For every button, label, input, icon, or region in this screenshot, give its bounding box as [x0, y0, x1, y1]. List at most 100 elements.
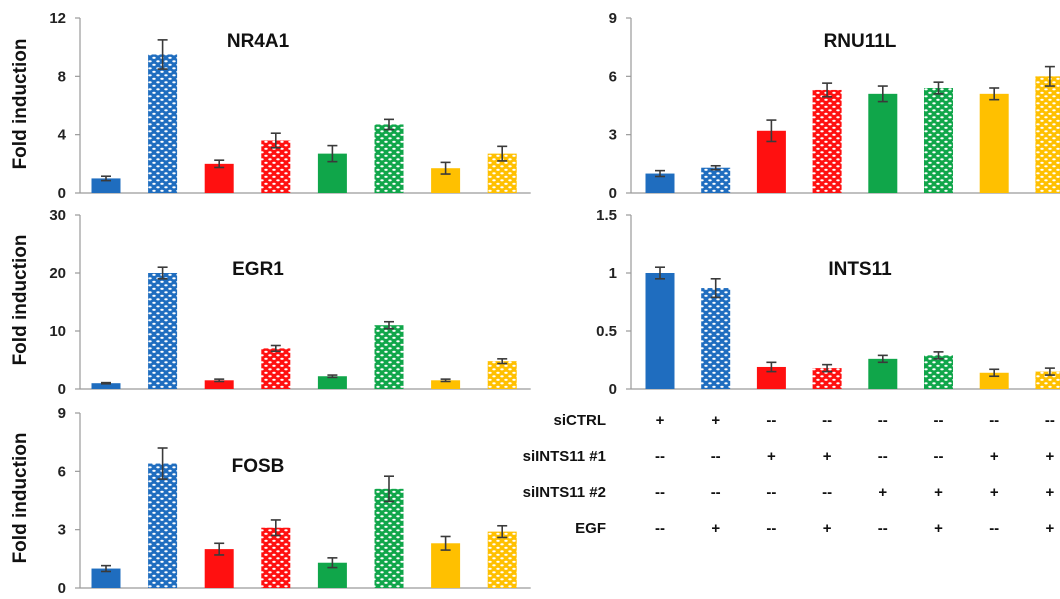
bar: [91, 568, 121, 588]
panel-fosb: 0 3 6 9 FOSB Fold induction: [10, 405, 531, 597]
condition-value: +: [823, 520, 832, 537]
bar: [148, 273, 178, 389]
bar: [487, 531, 517, 588]
panel-title: FOSB: [232, 456, 285, 477]
y-tick-label: 3: [58, 522, 66, 539]
panel-nr4a1: 0 4 8 12 NR4A1 Fold induction: [10, 10, 531, 202]
y-tick-label: 30: [49, 207, 66, 224]
y-tick-label: 0: [609, 185, 617, 202]
condition-value: --: [766, 520, 776, 537]
condition-value: +: [934, 520, 943, 537]
condition-value: +: [823, 448, 832, 465]
bar: [261, 527, 291, 588]
y-tick-label: 12: [49, 10, 66, 27]
panel-title: INTS11: [828, 259, 892, 280]
condition-value: +: [656, 412, 665, 429]
condition-table: siCTRL + + -- -- -- -- -- -- siINTS11 #1 -- -- + + -- -…: [523, 412, 1055, 537]
condition-value: --: [766, 412, 776, 429]
condition-label: siCTRL: [554, 412, 607, 429]
condition-value: --: [822, 484, 832, 501]
condition-label: EGF: [575, 520, 606, 537]
condition-value: --: [822, 412, 832, 429]
y-tick-label: 10: [49, 323, 66, 340]
condition-value: --: [766, 484, 776, 501]
y-tick-label: 3: [609, 127, 617, 144]
y-axis-label: Fold induction: [10, 433, 31, 564]
condition-value: --: [989, 520, 999, 537]
bar: [979, 372, 1009, 389]
bar: [645, 173, 675, 193]
condition-value: +: [1046, 448, 1055, 465]
condition-value: +: [990, 484, 999, 501]
bar: [701, 167, 731, 193]
condition-value: +: [767, 448, 776, 465]
condition-value: --: [655, 520, 665, 537]
condition-value: --: [934, 412, 944, 429]
condition-value: +: [711, 520, 720, 537]
condition-value: --: [878, 448, 888, 465]
y-tick-label: 0: [58, 185, 66, 202]
condition-value: --: [1045, 412, 1055, 429]
y-tick-label: 6: [609, 68, 617, 85]
y-tick-label: 20: [49, 265, 66, 282]
y-tick-label: 9: [609, 10, 617, 27]
bar: [431, 380, 461, 389]
condition-value: +: [878, 484, 887, 501]
y-tick-label: 0: [609, 381, 617, 398]
bar: [924, 355, 953, 389]
panel-title: EGR1: [232, 259, 284, 280]
bar: [261, 140, 291, 193]
bar: [812, 368, 842, 389]
y-tick-label: 6: [58, 463, 66, 480]
bar: [91, 383, 121, 389]
y-tick-label: 0.5: [596, 323, 617, 340]
bar: [374, 488, 404, 588]
y-tick-label: 8: [58, 68, 66, 85]
panel-egr1: 0 10 20 30 EGR1 Fold induction: [10, 207, 531, 398]
panel-ints11: 0 0.5 1 1.5 INTS11: [596, 207, 1060, 398]
condition-label: siINTS11 #1: [523, 448, 606, 465]
bar: [701, 288, 731, 389]
y-tick-label: 1: [609, 265, 617, 282]
bar: [374, 325, 404, 389]
bar: [148, 54, 178, 194]
condition-value: --: [878, 520, 888, 537]
bar: [317, 376, 347, 389]
bar: [756, 366, 786, 389]
bar: [204, 163, 234, 193]
bar: [91, 178, 121, 193]
y-tick-label: 0: [58, 381, 66, 398]
bar: [868, 93, 898, 193]
y-tick-label: 9: [58, 405, 66, 422]
y-tick-label: 0: [58, 580, 66, 597]
bar: [204, 380, 234, 389]
condition-value: --: [655, 448, 665, 465]
condition-value: --: [934, 448, 944, 465]
bar: [868, 358, 898, 389]
bar: [979, 93, 1009, 193]
bar: [487, 361, 517, 389]
bar: [812, 89, 842, 193]
condition-value: +: [1046, 484, 1055, 501]
condition-value: +: [990, 448, 999, 465]
condition-value: --: [655, 484, 665, 501]
condition-value: +: [1046, 520, 1055, 537]
condition-label: siINTS11 #2: [523, 484, 606, 501]
bar: [374, 124, 404, 193]
panel-title: RNU11L: [824, 31, 897, 52]
y-tick-label: 1.5: [596, 207, 617, 224]
panel-rnu11l: 0 3 6 9 RNU11L: [609, 10, 1060, 202]
y-axis-label: Fold induction: [10, 235, 31, 366]
condition-value: +: [934, 484, 943, 501]
condition-value: --: [711, 448, 721, 465]
y-axis-label: Fold induction: [10, 39, 31, 170]
condition-value: --: [878, 412, 888, 429]
y-tick-label: 4: [58, 127, 67, 144]
bar: [148, 463, 178, 588]
bar: [645, 273, 675, 389]
bar: [261, 348, 291, 389]
condition-value: --: [989, 412, 999, 429]
condition-value: +: [711, 412, 720, 429]
bar: [1035, 76, 1060, 193]
